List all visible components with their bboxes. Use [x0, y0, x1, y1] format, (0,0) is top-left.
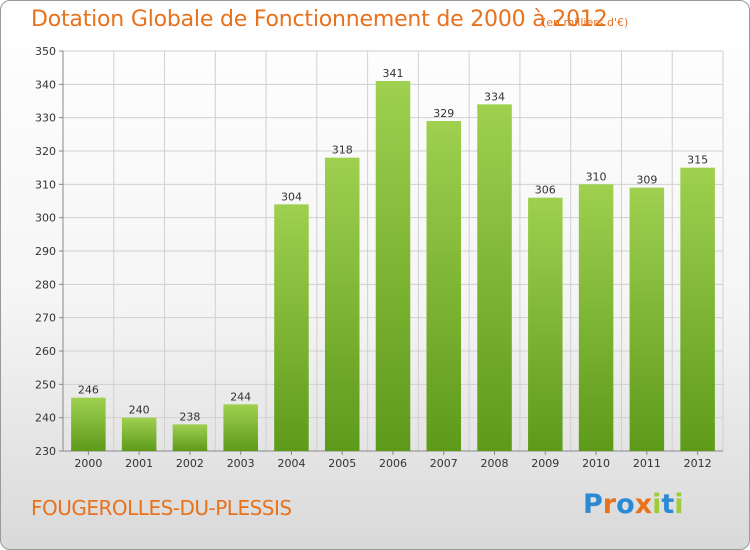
logo-letter: x: [634, 489, 653, 520]
bar-2009: [528, 197, 563, 451]
logo-letter: P: [583, 489, 603, 520]
data-label: 315: [687, 154, 708, 167]
bar-2007: [426, 121, 462, 451]
data-label: 310: [586, 170, 607, 183]
bar-2003: [223, 404, 258, 451]
x-tick-label: 2011: [633, 457, 661, 470]
y-tick-label: 310: [35, 178, 56, 191]
data-label: 329: [433, 107, 454, 120]
bar-2005: [324, 157, 360, 451]
x-tick-label: 2005: [328, 457, 356, 470]
x-tick-label: 2008: [481, 457, 509, 470]
data-label: 238: [179, 410, 200, 423]
bar-2006: [375, 81, 411, 451]
y-tick-label: 320: [35, 145, 56, 158]
commune-name: FOUGEROLLES-DU-PLESSIS: [31, 496, 292, 520]
y-tick-label: 290: [35, 245, 56, 258]
data-label: 309: [636, 174, 657, 187]
x-tick-label: 2003: [227, 457, 255, 470]
bars: [71, 81, 715, 452]
x-tick-label: 2006: [379, 457, 407, 470]
data-label: 246: [78, 384, 99, 397]
logo-letter: t: [661, 489, 675, 520]
bar-2001: [121, 417, 157, 451]
y-tick-label: 240: [35, 412, 56, 425]
data-label: 240: [129, 404, 150, 417]
chart-unit-label: (en milliers d'€): [542, 16, 629, 29]
x-tick-label: 2007: [430, 457, 458, 470]
data-label: 318: [332, 144, 353, 157]
chart-title: Dotation Globale de Fonctionnement de 20…: [31, 7, 608, 32]
bar-2008: [477, 104, 512, 451]
x-tick-label: 2001: [125, 457, 153, 470]
logo-letter: i: [652, 489, 662, 520]
x-tick-label: 2012: [684, 457, 712, 470]
y-tick-label: 340: [35, 78, 56, 91]
y-tick-label: 330: [35, 112, 56, 125]
x-tick-label: 2002: [176, 457, 204, 470]
bar-2000: [71, 397, 106, 451]
y-tick-label: 230: [35, 445, 56, 458]
bar-2012: [680, 167, 715, 451]
x-tick-label: 2009: [531, 457, 559, 470]
data-label: 334: [484, 90, 505, 103]
y-tick-label: 260: [35, 345, 56, 358]
y-tick-label: 350: [35, 45, 56, 58]
data-label: 306: [535, 184, 556, 197]
x-tick-label: 2010: [582, 457, 610, 470]
bar-2010: [578, 184, 614, 452]
y-tick-label: 270: [35, 312, 56, 325]
y-tick-label: 300: [35, 212, 56, 225]
logo-letter: r: [602, 489, 617, 520]
logo-letter: o: [616, 489, 635, 520]
x-tick-label: 2000: [74, 457, 102, 470]
bar-2004: [274, 204, 309, 451]
y-tick-label: 250: [35, 378, 56, 391]
bar-2002: [172, 424, 208, 451]
logo-letter: i: [674, 489, 684, 520]
proxiti-logo: Proxiti: [583, 489, 684, 520]
data-label: 304: [281, 190, 302, 203]
labels: 246 240 238 244 304 318 341 329 334 306 310 309 315: [78, 67, 708, 423]
x-tick-label: 2004: [277, 457, 305, 470]
y-tick-label: 280: [35, 278, 56, 291]
bar-2011: [629, 187, 665, 451]
data-label: 341: [383, 67, 404, 80]
data-label: 244: [230, 390, 251, 403]
